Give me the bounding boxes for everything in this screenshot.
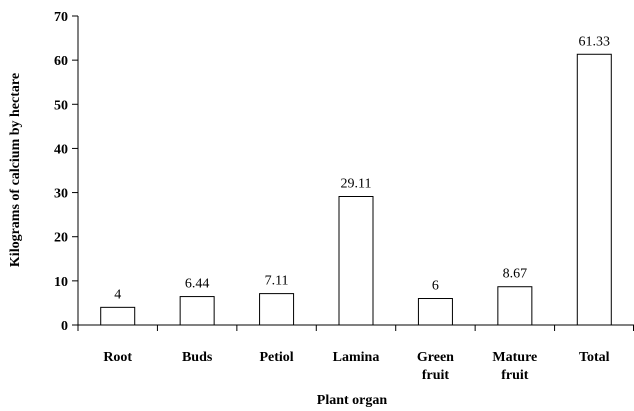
y-tick-label: 50 xyxy=(54,98,68,113)
data-label: 29.11 xyxy=(341,177,372,192)
data-label: 6 xyxy=(432,279,439,294)
x-axis xyxy=(77,324,634,331)
category-label: Petiol xyxy=(259,350,293,365)
bar xyxy=(179,296,215,326)
y-tick-label: 60 xyxy=(54,54,68,69)
y-axis: 0 10 20 30 40 50 60 70 xyxy=(54,10,79,334)
data-label: 61.33 xyxy=(579,34,611,49)
data-label: 6.44 xyxy=(185,277,210,292)
y-tick-label: 30 xyxy=(54,187,68,202)
category-label: Root xyxy=(103,350,132,365)
bar xyxy=(259,293,295,326)
y-tick-label: 40 xyxy=(54,142,68,157)
y-tick-label: 20 xyxy=(54,231,68,246)
y-tick-label: 10 xyxy=(54,275,68,290)
bar xyxy=(100,306,136,326)
category-label: Total xyxy=(579,350,610,365)
category-labels: Root Buds Petiol Lamina Green fruit Mature frui… xyxy=(103,350,609,383)
data-label: 8.67 xyxy=(503,267,528,282)
data-label: 7.11 xyxy=(265,274,289,289)
x-axis-title: Plant organ xyxy=(317,393,388,408)
y-tick-label: 70 xyxy=(54,10,68,25)
data-labels: 4 6.44 7.11 29.11 6 8.67 61.33 xyxy=(114,34,610,302)
data-label: 4 xyxy=(114,287,121,302)
y-tick-label: 0 xyxy=(61,319,68,334)
y-axis-title: Kilograms of calcium by hectare xyxy=(8,73,23,267)
bar xyxy=(497,286,533,326)
category-label: Lamina xyxy=(333,350,380,365)
bar xyxy=(576,53,612,326)
bar xyxy=(417,298,453,326)
category-label: Green fruit xyxy=(417,350,454,383)
category-label: Mature fruit xyxy=(492,350,537,383)
category-label: Buds xyxy=(182,350,213,365)
bars xyxy=(100,53,612,326)
bar xyxy=(338,196,374,326)
